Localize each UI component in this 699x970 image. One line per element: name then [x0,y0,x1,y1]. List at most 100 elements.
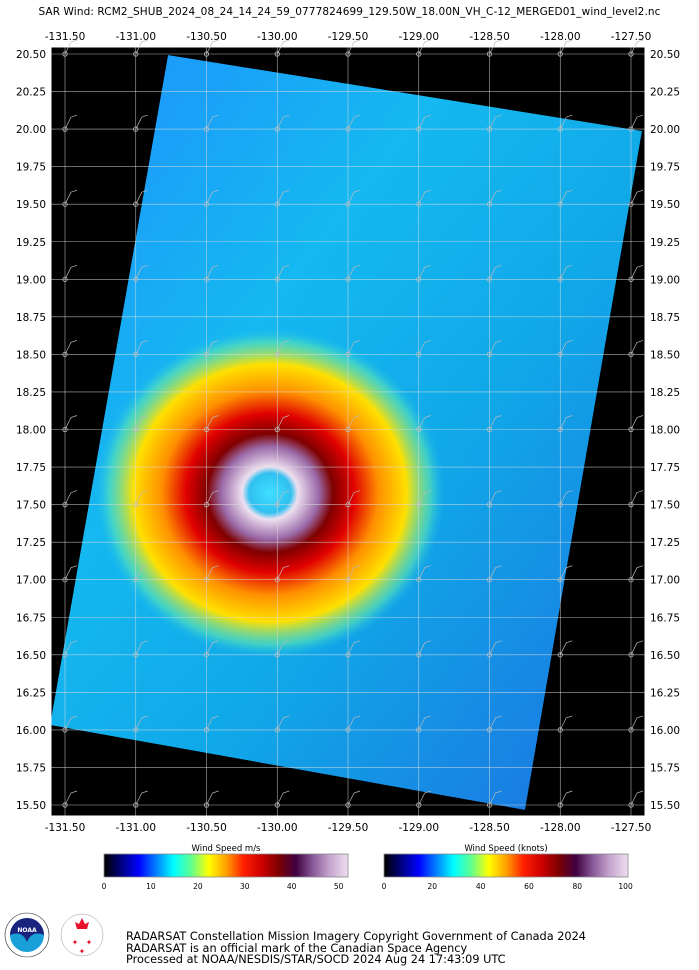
wind-barb-icon [347,565,361,580]
wind-barb-station [486,426,493,433]
colorbar-tick-label: 80 [572,882,582,891]
wind-barb-station [62,126,68,132]
hurricane-wind-field [95,328,445,658]
lat-tick-label-right: 19.75 [650,162,680,174]
wind-barb-icon [489,490,502,505]
wind-barb-icon [347,114,361,130]
lat-tick-label-right: 19.00 [650,274,680,286]
wind-barb-icon [206,264,219,280]
wind-barb-station [416,426,422,433]
colorbar-title: Wind Speed m/s [192,844,262,854]
wind-barb-station [628,727,634,733]
wind-barb-station [628,652,634,658]
svg-text:NOAA: NOAA [17,927,37,934]
wind-barb-icon [347,340,361,355]
wind-barb-station [274,276,280,282]
wind-barb-station [274,802,280,808]
lat-tick-label-right: 15.50 [650,800,680,812]
lat-tick-label-right: 19.50 [650,199,680,211]
wind-barb-station [416,351,422,357]
lat-tick-label-left: 19.00 [16,274,46,286]
lat-tick-label-right: 18.75 [650,312,680,324]
wind-barb-icon [347,715,361,731]
wind-barb-station [203,501,210,508]
wind-barb-icon [418,415,431,430]
wind-barb-icon [347,490,361,505]
wind-barb-station [133,501,139,508]
wind-barb-icon [630,415,644,430]
wind-barb-station [62,426,68,433]
lat-tick-label-right: 16.75 [650,612,680,624]
wind-barb-station [133,201,139,207]
wind-barb-station [133,802,139,808]
wind-barb-station [416,652,422,658]
wind-barb-icon [276,565,290,580]
wind-barb-icon [276,490,290,505]
wind-barb-icon [418,490,431,505]
lat-tick-label-right: 19.25 [650,237,680,249]
lon-tick-label-top: -130.00 [257,31,298,43]
wind-barb-station [62,802,68,808]
wind-barb-station [628,351,634,357]
wind-barb-station [416,276,422,282]
wind-barb-station [486,652,493,658]
wind-barb-station [557,276,563,282]
wind-barb-station [274,126,280,132]
wind-barb-icon [64,565,78,580]
wind-barb-icon [276,640,290,655]
wind-barb-station [345,577,351,583]
wind-barb-station [274,727,280,733]
wind-barb-station [274,51,280,57]
wind-barb-station [274,351,280,357]
wind-barb-station [416,577,422,583]
maple-leaf-icon [75,918,89,929]
wind-barb-icon [489,340,502,355]
wind-barb-icon [418,715,431,731]
wind-barb-station [557,501,563,508]
wind-barb-icon [489,114,502,130]
svg-text:✦: ✦ [72,938,79,947]
processing-line: Processed at NOAA/NESDIS/STAR/SOCD 2024 … [126,953,506,966]
lon-tick-label-bottom: -129.50 [328,822,369,834]
lat-tick-label-left: 16.00 [16,725,46,737]
wind-barb-icon [64,189,78,205]
wind-barb-icon [489,264,502,280]
wind-barb-icon [135,490,148,505]
lon-tick-label-bottom: -130.50 [186,822,227,834]
wind-barb-station [203,201,210,207]
lat-tick-label-left: 20.00 [16,124,46,136]
wind-barb-station [345,276,351,282]
wind-barb-icon [559,264,573,280]
logos: NOAA ✦ ✦ ✦ [4,912,104,958]
wind-barb-station [486,276,493,282]
wind-barb-icon [135,640,148,655]
lat-tick-label-left: 20.50 [16,49,46,61]
wind-barb-station [133,727,139,733]
wind-barb-station [345,802,351,808]
copyright-line: RADARSAT Constellation Mission Imagery C… [126,930,586,943]
wind-barb-icon [135,264,148,280]
wind-barb-station [133,351,139,357]
wind-barb-station [203,802,210,808]
colorbar-tick-label: 20 [428,882,438,891]
wind-barb-icon [559,640,573,655]
wind-barb-station [628,577,634,583]
lat-tick-label-left: 19.50 [16,199,46,211]
wind-barb-icon [276,264,290,280]
footer-credits: RADARSAT Constellation Mission Imagery C… [126,931,586,966]
wind-barb-station [345,727,351,733]
wind-barb-station [486,51,493,57]
wind-barb-icon [276,415,290,430]
wind-barb-icon [206,189,219,205]
wind-barb-icon [418,264,431,280]
lon-tick-label-bottom: -129.00 [398,822,439,834]
colorbar-tick-label: 60 [524,882,534,891]
lon-tick-label-top: -128.50 [469,31,510,43]
lat-tick-label-left: 17.75 [16,462,46,474]
lon-tick-label-bottom: -128.50 [469,822,510,834]
wind-barb-icon [276,715,290,731]
wind-barb-icon [559,790,573,806]
wind-barb-station [133,652,139,658]
wind-barb-icon [489,640,502,655]
